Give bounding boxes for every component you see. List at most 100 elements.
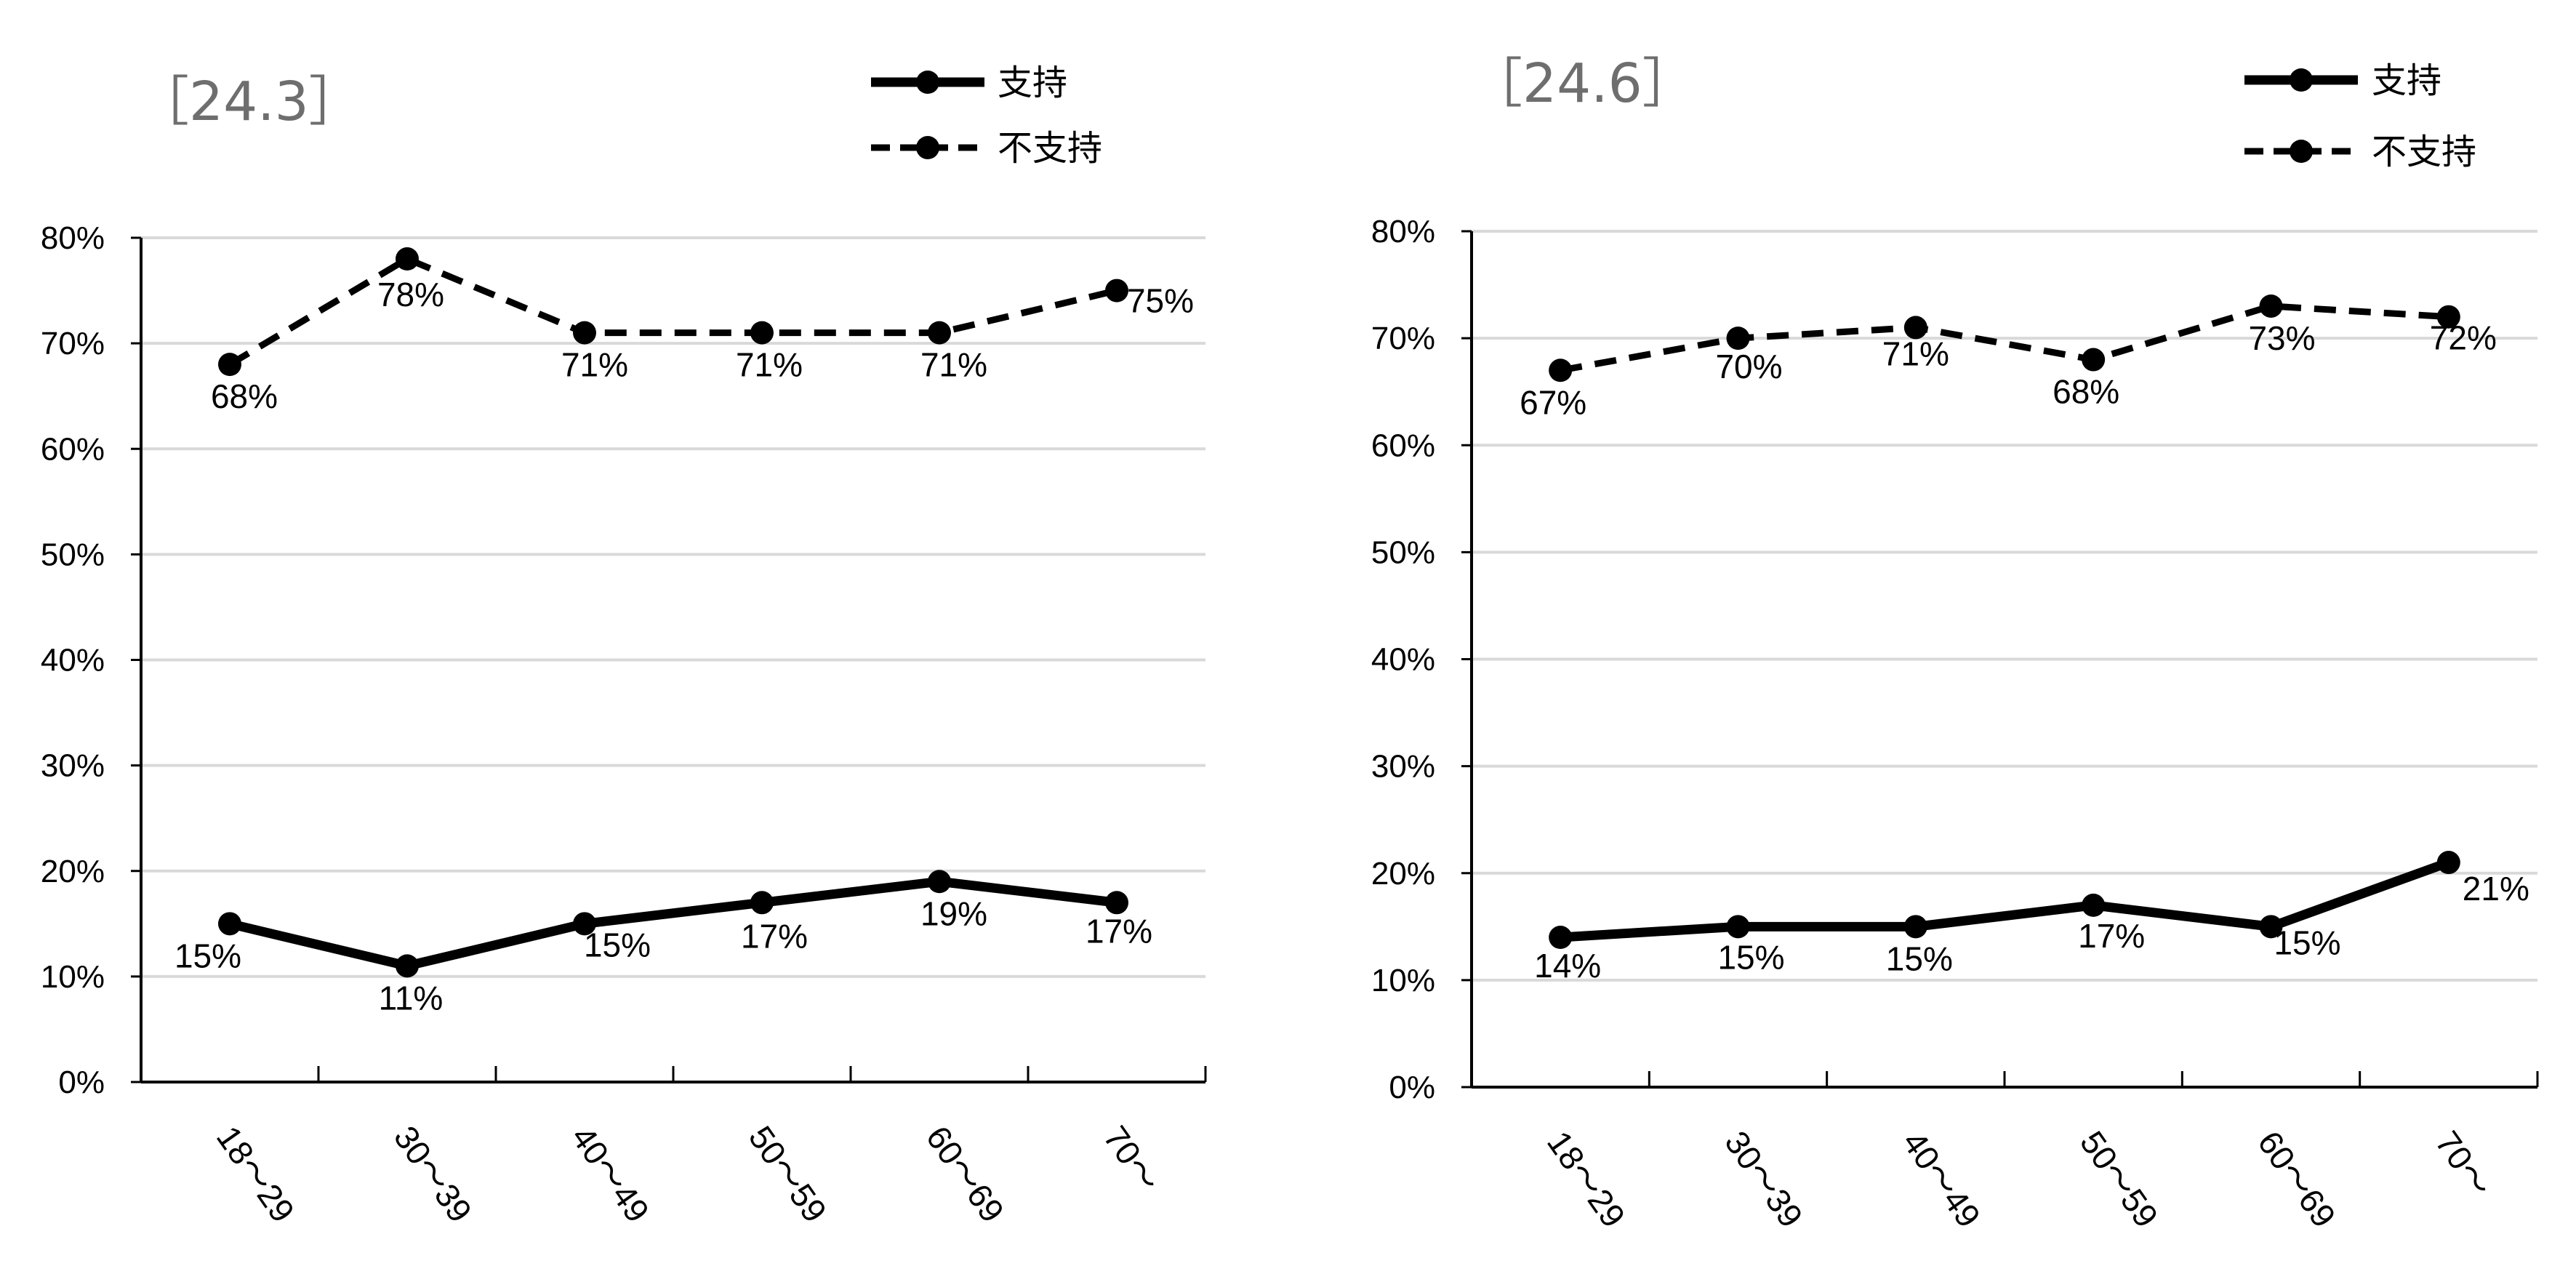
y-tick-label: 40% bbox=[1371, 642, 1435, 678]
data-point bbox=[1105, 279, 1128, 303]
data-label: 71% bbox=[736, 346, 803, 384]
data-label: 71% bbox=[561, 346, 628, 384]
y-tick-label: 70% bbox=[41, 326, 105, 361]
legend-marker bbox=[2290, 140, 2313, 163]
legend-label: 不支持 bbox=[2372, 132, 2476, 172]
x-tick-label: 50～59 bbox=[2073, 1124, 2166, 1234]
data-point bbox=[1549, 926, 1573, 950]
data-point bbox=[573, 321, 596, 345]
y-tick-label: 80% bbox=[41, 220, 105, 256]
y-tick-label: 80% bbox=[1371, 214, 1435, 249]
series-line bbox=[228, 255, 1118, 368]
data-label: 68% bbox=[2053, 373, 2119, 411]
data-label: 15% bbox=[174, 937, 241, 974]
data-point bbox=[396, 247, 419, 271]
series-support: 15% 11% 15% 17% 19% 17% bbox=[174, 870, 1152, 1017]
data-point bbox=[1903, 316, 1927, 340]
data-point bbox=[573, 912, 596, 936]
data-point bbox=[2259, 915, 2283, 939]
data-point bbox=[1549, 358, 1573, 382]
data-label: 78% bbox=[377, 276, 444, 313]
series-nonsupport: 67% 70% 71% 68% 73% 72% bbox=[1520, 294, 2497, 421]
chart-panel-1: ［24.3］ 0% 10% 20% 30% 40% 50% 60% 70% 80% 18～29 30～… bbox=[41, 63, 1207, 1229]
series-line bbox=[1560, 857, 2451, 942]
x-tick-label: 70～ bbox=[1096, 1119, 1168, 1198]
data-label: 70% bbox=[1715, 348, 1782, 385]
y-tick-label: 10% bbox=[1371, 963, 1435, 998]
data-point bbox=[750, 891, 774, 915]
legend-label: 不支持 bbox=[998, 128, 1102, 169]
data-point bbox=[1903, 915, 1927, 939]
data-point bbox=[2436, 851, 2460, 875]
data-label: 17% bbox=[1086, 912, 1152, 950]
data-label: 71% bbox=[920, 346, 987, 384]
x-tick-label: 30～39 bbox=[1717, 1124, 1810, 1234]
legend-label: 支持 bbox=[998, 63, 1067, 103]
data-point bbox=[218, 353, 241, 377]
data-point bbox=[2082, 893, 2106, 917]
data-point bbox=[1726, 915, 1750, 939]
data-label: 11% bbox=[379, 979, 444, 1017]
x-tick-label: 50～59 bbox=[742, 1119, 835, 1229]
data-point bbox=[218, 912, 241, 936]
chart-title: ［24.3］ bbox=[135, 71, 363, 133]
y-tick-label: 50% bbox=[41, 537, 105, 572]
x-tick-label: 40～49 bbox=[564, 1119, 657, 1229]
data-label: 72% bbox=[2430, 319, 2497, 357]
y-tick-label: 10% bbox=[41, 959, 105, 995]
data-label: 73% bbox=[2248, 319, 2315, 357]
data-label: 67% bbox=[1520, 383, 1586, 421]
data-label: 21% bbox=[2463, 870, 2529, 908]
data-point bbox=[396, 954, 419, 978]
data-label: 71% bbox=[1882, 334, 1949, 372]
data-label: 15% bbox=[1717, 938, 1784, 976]
y-tick-label: 0% bbox=[58, 1065, 105, 1100]
x-tick-label: 40～49 bbox=[1895, 1124, 1989, 1234]
data-label: 75% bbox=[1127, 282, 1194, 320]
series-line bbox=[228, 876, 1118, 971]
series-nonsupport: 68% 78% 71% 71% 71% 75% bbox=[211, 247, 1194, 415]
series-support: 14% 15% 15% 17% 15% 21% bbox=[1534, 851, 2529, 985]
y-tick-label: 30% bbox=[41, 748, 105, 784]
x-tick-label: 60～69 bbox=[2250, 1124, 2343, 1234]
y-tick-label: 30% bbox=[1371, 749, 1435, 785]
data-label: 14% bbox=[1534, 947, 1601, 985]
data-label: 68% bbox=[211, 377, 278, 415]
data-label: 15% bbox=[1886, 940, 1953, 977]
x-tick-label: 30～39 bbox=[387, 1119, 480, 1229]
y-tick-label: 50% bbox=[1371, 534, 1435, 570]
data-point bbox=[2259, 294, 2283, 318]
data-point bbox=[1726, 326, 1750, 350]
data-point bbox=[750, 321, 774, 345]
x-tick-label: 60～69 bbox=[919, 1119, 1012, 1229]
y-tick-label: 60% bbox=[41, 431, 105, 467]
x-tick-label: 18～29 bbox=[1540, 1124, 1633, 1234]
y-tick-label: 60% bbox=[1371, 428, 1435, 463]
x-tick-label: 70～ bbox=[2428, 1124, 2500, 1203]
legend-marker bbox=[2290, 68, 2313, 92]
data-point bbox=[2082, 348, 2106, 372]
y-tick-label: 70% bbox=[1371, 321, 1435, 356]
legend-marker bbox=[916, 136, 939, 159]
data-label: 19% bbox=[920, 894, 987, 932]
x-tick-label: 18～29 bbox=[209, 1119, 302, 1229]
y-tick-label: 20% bbox=[1371, 856, 1435, 892]
series-line bbox=[1560, 303, 2449, 374]
legend-marker bbox=[916, 71, 939, 94]
data-label: 15% bbox=[2274, 924, 2340, 961]
y-tick-label: 20% bbox=[41, 854, 105, 889]
data-point bbox=[928, 870, 951, 894]
y-tick-label: 0% bbox=[1389, 1070, 1435, 1105]
chart-title: ［24.6］ bbox=[1469, 52, 1696, 115]
y-tick-label: 40% bbox=[41, 643, 105, 678]
data-label: 17% bbox=[741, 917, 808, 955]
data-point bbox=[1105, 891, 1128, 915]
legend-label: 支持 bbox=[2372, 60, 2441, 101]
data-point bbox=[928, 321, 951, 345]
chart-panel-2: ［24.6］ 0% 10% 20% 30% 40% 50% 60% 70% 80% 18～29 30～… bbox=[1371, 52, 2539, 1234]
data-point bbox=[2436, 305, 2460, 329]
data-label: 15% bbox=[584, 926, 651, 963]
